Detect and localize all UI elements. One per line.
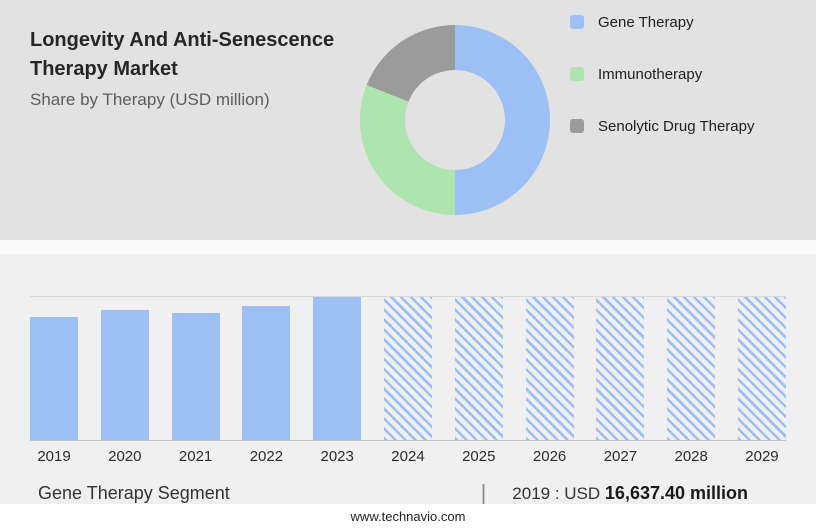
x-tick-label-2029: 2029	[745, 448, 779, 465]
x-tick-label-2025: 2025	[462, 448, 496, 465]
footer: www.technavio.com	[0, 504, 816, 528]
x-axis-labels: 2019 2020 2021 2022 2023 2024 2025 2026 2027 2028…	[30, 448, 786, 465]
x-tick-label-2023: 2023	[320, 448, 354, 465]
caption-year-label: 2019 : USD	[512, 483, 601, 503]
legend-swatch-green	[570, 67, 584, 81]
donut-chart	[360, 25, 550, 215]
x-tick-label-2020: 2020	[108, 448, 142, 465]
bottom-panel: 2019 2020 2021 2022 2023 2024 2025 2026 2027 2028…	[0, 254, 816, 505]
x-tick-label-2027: 2027	[603, 448, 638, 465]
legend-swatch-gray	[570, 119, 584, 133]
x-tick-label-2021: 2021	[178, 448, 213, 465]
legend-item-immunotherapy: Immunotherapy	[570, 65, 754, 83]
legend-label-gene-therapy: Gene Therapy	[598, 13, 694, 31]
bar-2020	[100, 309, 149, 440]
header: Longevity And Anti-Senescence Therapy Ma…	[30, 26, 360, 110]
legend-item-senolytic-drug-therapy: Senolytic Drug Therapy	[570, 117, 755, 135]
legend-label-immunotherapy: Immunotherapy	[598, 65, 703, 83]
bar-chart-plot	[30, 296, 786, 441]
forecast-bar-2026	[525, 297, 574, 440]
caption-segment-label: Gene Therapy Segment	[38, 482, 230, 503]
caption-separator: |	[480, 480, 487, 505]
x-tick-label-2022: 2022	[249, 448, 284, 465]
x-tick-label-2026: 2026	[532, 448, 567, 465]
x-tick-label-2019: 2019	[37, 448, 71, 465]
page-subtitle: Share by Therapy (USD million)	[30, 90, 270, 109]
forecast-bar-2028	[667, 297, 716, 440]
donut-hole	[405, 70, 505, 170]
forecast-bar-2029	[737, 297, 786, 440]
bar-2021	[171, 312, 220, 440]
forecast-bar-2025	[454, 297, 503, 440]
forecast-bar-2027	[596, 297, 645, 440]
legend-label-senolytic-drug-therapy: Senolytic Drug Therapy	[598, 117, 755, 135]
page-title-line2: Therapy Market	[30, 58, 178, 80]
panel-divider	[0, 240, 816, 254]
x-tick-label-2024: 2024	[391, 448, 425, 465]
footer-url: www.technavio.com	[350, 508, 466, 524]
bar-2019	[30, 317, 78, 440]
caption-value: 16,637.40 million	[604, 482, 748, 503]
legend-swatch-blue	[570, 15, 584, 29]
caption-value-text: 2019 : USD 16,637.40 million	[512, 483, 748, 504]
forecast-bar-2024	[383, 297, 432, 440]
legend-item-gene-therapy: Gene Therapy	[570, 13, 754, 31]
bar-2023	[313, 297, 362, 440]
legend: Gene Therapy Immunotherapy Senolytic Dru…	[570, 14, 754, 170]
bar-2022	[242, 305, 291, 440]
x-tick-label-2028: 2028	[674, 448, 708, 465]
caption-row: Gene Therapy Segment | 2019 : USD 16,637…	[38, 478, 748, 508]
top-panel: Longevity And Anti-Senescence Therapy Ma…	[0, 0, 816, 240]
page-title-line1: Longevity And Anti-Senescence	[30, 29, 335, 51]
